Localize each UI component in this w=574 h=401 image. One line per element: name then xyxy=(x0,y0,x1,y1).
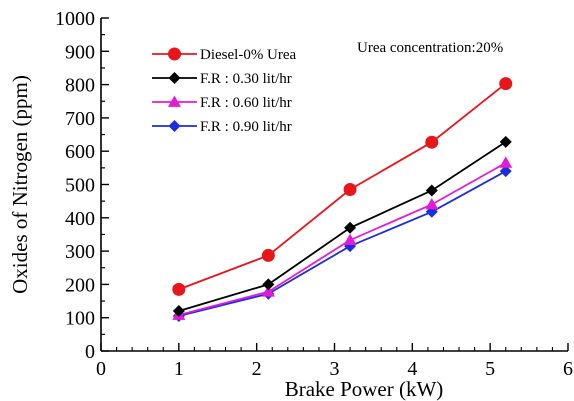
x-tick-label: 1 xyxy=(174,358,184,380)
data-point xyxy=(499,165,512,178)
y-tick-label: 200 xyxy=(65,274,95,296)
legend-entry: F.R : 0.90 lit/hr xyxy=(152,119,292,135)
series-3 xyxy=(172,156,513,320)
y-tick-label: 400 xyxy=(65,208,95,230)
legend-marker xyxy=(168,72,181,84)
y-tick-label: 1000 xyxy=(55,8,95,30)
legend-label: F.R : 0.30 lit/hr xyxy=(200,71,292,87)
data-point xyxy=(172,305,185,318)
axes xyxy=(100,18,568,352)
y-tick-label: 500 xyxy=(65,175,95,197)
series-line xyxy=(178,162,507,316)
series-line xyxy=(178,170,507,317)
data-point xyxy=(425,184,438,197)
data-point xyxy=(261,248,275,262)
y-tick-label: 0 xyxy=(85,341,95,363)
x-tick-label: 3 xyxy=(330,358,340,380)
legend: Diesel-0% Urea F.R : 0.30 lit/hr F.R : 0.6… xyxy=(152,47,297,135)
x-tick-label: 6 xyxy=(563,358,573,380)
y-tick-label: 800 xyxy=(65,75,95,97)
x-tick-label: 2 xyxy=(252,358,262,380)
y-tick-label: 100 xyxy=(65,308,95,330)
legend-marker xyxy=(168,95,181,107)
series-line xyxy=(178,141,507,312)
y-tick-label: 300 xyxy=(65,241,95,263)
y-axis-title: Oxides of Nitrogen (ppm) xyxy=(8,75,32,294)
legend-entry: F.R : 0.30 lit/hr xyxy=(152,71,292,87)
x-tick-label: 5 xyxy=(485,358,495,380)
legend-marker xyxy=(168,47,181,61)
data-point xyxy=(344,221,357,234)
y-tick-label: 600 xyxy=(65,141,95,163)
legend-label: F.R : 0.90 lit/hr xyxy=(200,119,292,135)
x-axis-title: Brake Power (kW) xyxy=(285,377,444,401)
data-point xyxy=(343,182,357,196)
data-point xyxy=(499,135,512,148)
legend-marker xyxy=(168,120,181,132)
legend-label: Diesel-0% Urea xyxy=(200,47,297,63)
series-1 xyxy=(172,77,513,296)
data-point xyxy=(343,233,357,245)
ticks: 0 100 200 300 400 500 600 700 800 900 1000 0 1 2 3 4 5 6 xyxy=(55,8,573,380)
series-2 xyxy=(172,135,512,318)
data-point xyxy=(499,77,513,91)
x-tick-label: 4 xyxy=(407,358,417,380)
legend-label: F.R : 0.60 lit/hr xyxy=(200,95,292,111)
urea-concentration-annotation: Urea concentration:20% xyxy=(357,40,503,56)
data-point xyxy=(262,278,275,291)
data-point xyxy=(425,197,439,210)
y-tick-label: 700 xyxy=(65,108,95,130)
data-point xyxy=(425,135,439,149)
data-point xyxy=(172,282,186,296)
legend-entry: F.R : 0.60 lit/hr xyxy=(152,95,292,111)
y-tick-label: 900 xyxy=(65,41,95,63)
data-point xyxy=(499,156,513,168)
series-line xyxy=(178,82,507,291)
series-layer xyxy=(172,77,513,323)
x-tick-label: 0 xyxy=(96,358,106,380)
legend-entry: Diesel-0% Urea xyxy=(152,47,297,63)
data-point xyxy=(261,285,275,297)
